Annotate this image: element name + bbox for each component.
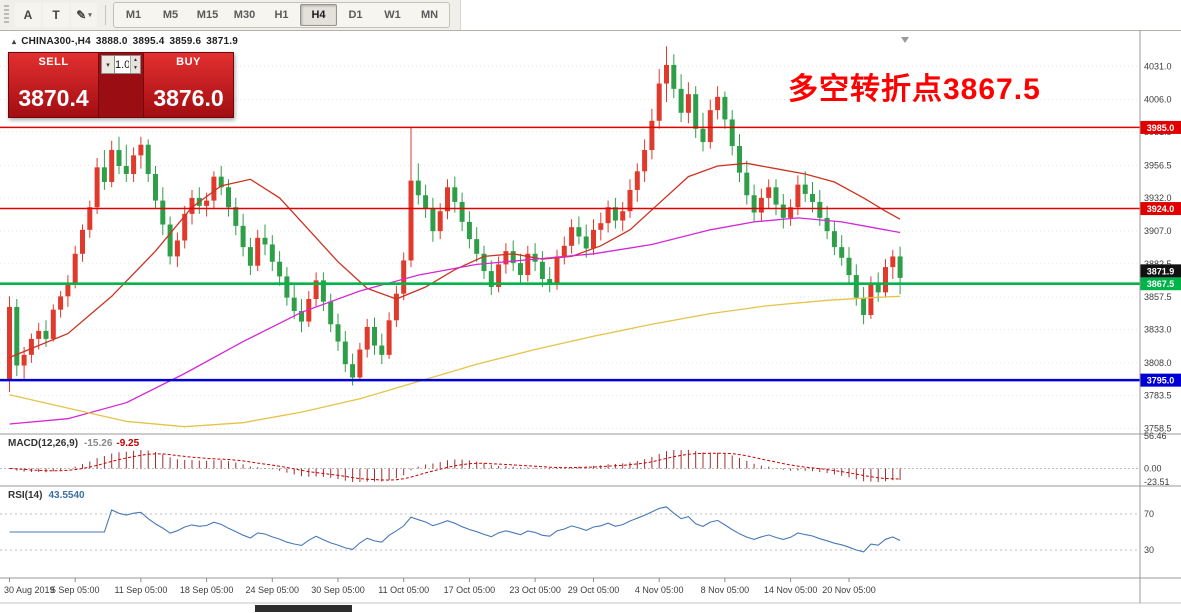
svg-text:3871.9: 3871.9 xyxy=(1147,266,1175,276)
sell-button[interactable]: SELL 3870.4 xyxy=(9,53,99,117)
svg-text:3924.0: 3924.0 xyxy=(1147,204,1175,214)
svg-text:-23.51: -23.51 xyxy=(1144,477,1170,487)
ohlc-high: 3895.4 xyxy=(132,36,165,47)
tf-m5-button[interactable]: M5 xyxy=(162,9,179,21)
buy-price: 3876.0 xyxy=(153,85,224,111)
dropdown-arrow-icon: ▾ xyxy=(88,12,92,19)
svg-text:30: 30 xyxy=(1144,545,1154,555)
symbol-header: ▴ CHINA300-,H4 3888.0 3895.4 3859.6 3871.9 xyxy=(12,36,243,47)
macd-signal-line xyxy=(9,452,901,481)
buy-label: BUY xyxy=(176,56,201,68)
rsi-label: RSI(14) 43.5540 xyxy=(8,490,85,501)
collapse-icon[interactable]: ▴ xyxy=(12,37,17,46)
buy-button[interactable]: BUY 3876.0 xyxy=(143,53,233,117)
svg-text:3795.0: 3795.0 xyxy=(1147,376,1175,386)
svg-text:3985.0: 3985.0 xyxy=(1147,123,1175,133)
chart-shift-marker[interactable] xyxy=(901,37,909,43)
macd-label: MACD(12,26,9) -15.26 -9.25 xyxy=(8,438,139,449)
tf-h4-button[interactable]: H4 xyxy=(300,4,337,26)
toolbar-grip-handle[interactable] xyxy=(4,5,9,25)
rsi-axis[interactable]: 70 30 xyxy=(1144,509,1154,555)
volume-up-button[interactable]: ▲ xyxy=(130,56,140,65)
ohlc-close: 3871.9 xyxy=(206,36,239,47)
svg-text:4031.0: 4031.0 xyxy=(1144,61,1172,71)
toolbar-separator xyxy=(105,5,106,25)
symbol-name: CHINA300-,H4 xyxy=(21,36,91,47)
macd-signal-value: -9.25 xyxy=(116,438,140,449)
svg-text:3867.5: 3867.5 xyxy=(1147,279,1175,289)
tf-mn-button[interactable]: MN xyxy=(420,9,439,21)
svg-text:18 Sep 05:00: 18 Sep 05:00 xyxy=(180,585,234,595)
hscroll-thumb[interactable] xyxy=(255,605,352,612)
timeframe-group: M1 M5 M15 M30 H1 H4 D1 W1 MN xyxy=(113,2,450,28)
text-label-button[interactable]: T xyxy=(43,3,69,27)
svg-text:3956.5: 3956.5 xyxy=(1144,160,1172,170)
svg-text:29 Oct 05:00: 29 Oct 05:00 xyxy=(568,585,620,595)
cursor-annotate-button[interactable]: A xyxy=(15,3,41,27)
tf-m30-button[interactable]: M30 xyxy=(233,9,256,21)
tf-m1-button[interactable]: M1 xyxy=(125,9,142,21)
svg-text:4006.0: 4006.0 xyxy=(1144,95,1172,105)
svg-text:0.00: 0.00 xyxy=(1144,463,1162,473)
rsi-line xyxy=(9,506,901,553)
chart-canvas[interactable]: 4031.04006.03981.53956.53932.03907.03882… xyxy=(0,30,1181,613)
ma-mid-magenta xyxy=(9,217,901,425)
rsi-name: RSI(14) xyxy=(8,490,43,501)
svg-text:17 Oct 05:00: 17 Oct 05:00 xyxy=(444,585,496,595)
toolbar-strip: A T ✎ ▾ M1 M5 M15 M30 H1 H4 D1 W1 MN xyxy=(0,0,461,31)
toolbar: A T ✎ ▾ M1 M5 M15 M30 H1 H4 D1 W1 MN xyxy=(0,0,1181,31)
svg-text:30 Aug 2019: 30 Aug 2019 xyxy=(4,585,55,595)
svg-text:3758.5: 3758.5 xyxy=(1144,424,1172,434)
volume-dropdown-button[interactable]: ▾ xyxy=(101,55,115,74)
svg-text:8 Nov 05:00: 8 Nov 05:00 xyxy=(701,585,750,595)
tf-d1-button[interactable]: D1 xyxy=(348,9,363,21)
macd-name: MACD(12,26,9) xyxy=(8,438,79,449)
svg-text:3932.0: 3932.0 xyxy=(1144,193,1172,203)
svg-text:56.46: 56.46 xyxy=(1144,431,1167,441)
draw-objects-button[interactable]: ✎ ▾ xyxy=(71,3,97,27)
price-axis[interactable]: 4031.04006.03981.53956.53932.03907.03882… xyxy=(1140,61,1181,434)
candlesticks xyxy=(7,46,903,393)
macd-value: -15.26 xyxy=(84,438,113,449)
svg-text:14 Nov 05:00: 14 Nov 05:00 xyxy=(764,585,818,595)
sell-label: SELL xyxy=(38,56,69,68)
ohlc-open: 3888.0 xyxy=(95,36,128,47)
svg-text:3907.0: 3907.0 xyxy=(1144,226,1172,236)
sell-price: 3870.4 xyxy=(18,85,89,111)
svg-text:4 Nov 05:00: 4 Nov 05:00 xyxy=(635,585,684,595)
svg-text:3783.5: 3783.5 xyxy=(1144,390,1172,400)
volume-down-button[interactable]: ▼ xyxy=(130,64,140,73)
macd-axis[interactable]: 56.46 0.00 -23.51 xyxy=(1144,431,1170,487)
svg-text:3882.5: 3882.5 xyxy=(1144,259,1172,269)
tf-h1-button[interactable]: H1 xyxy=(274,9,289,21)
tf-w1-button[interactable]: W1 xyxy=(384,9,401,21)
svg-text:20 Nov 05:00: 20 Nov 05:00 xyxy=(822,585,876,595)
rsi-value: 43.5540 xyxy=(48,490,85,501)
ma-slow-yellow xyxy=(9,295,901,428)
volume-field-wrap: ▲ ▼ xyxy=(115,55,141,74)
svg-text:5 Sep 05:00: 5 Sep 05:00 xyxy=(51,585,100,595)
volume-controls: ▾ ▲ ▼ xyxy=(99,53,143,75)
svg-text:3857.5: 3857.5 xyxy=(1144,292,1172,302)
one-click-trade-panel: SELL 3870.4 ▾ ▲ ▼ BUY 3876.0 xyxy=(8,52,234,118)
svg-text:30 Sep 05:00: 30 Sep 05:00 xyxy=(311,585,365,595)
svg-text:3808.0: 3808.0 xyxy=(1144,358,1172,368)
volume-spinner: ▲ ▼ xyxy=(130,56,140,73)
svg-text:11 Sep 05:00: 11 Sep 05:00 xyxy=(114,585,167,595)
svg-text:70: 70 xyxy=(1144,509,1154,519)
ohlc-low: 3859.6 xyxy=(169,36,202,47)
tool-button-group: A T ✎ ▾ xyxy=(14,3,98,27)
annotation-text[interactable]: 多空转折点3867.5 xyxy=(788,73,1041,106)
chart-window: 4031.04006.03981.53956.53932.03907.03882… xyxy=(0,30,1181,613)
tf-m15-button[interactable]: M15 xyxy=(196,9,219,21)
ma-fast-red xyxy=(9,162,901,359)
svg-text:24 Sep 05:00: 24 Sep 05:00 xyxy=(246,585,300,595)
svg-text:23 Oct 05:00: 23 Oct 05:00 xyxy=(509,585,561,595)
svg-text:3833.0: 3833.0 xyxy=(1144,325,1172,335)
svg-text:11 Oct 05:00: 11 Oct 05:00 xyxy=(378,585,429,595)
